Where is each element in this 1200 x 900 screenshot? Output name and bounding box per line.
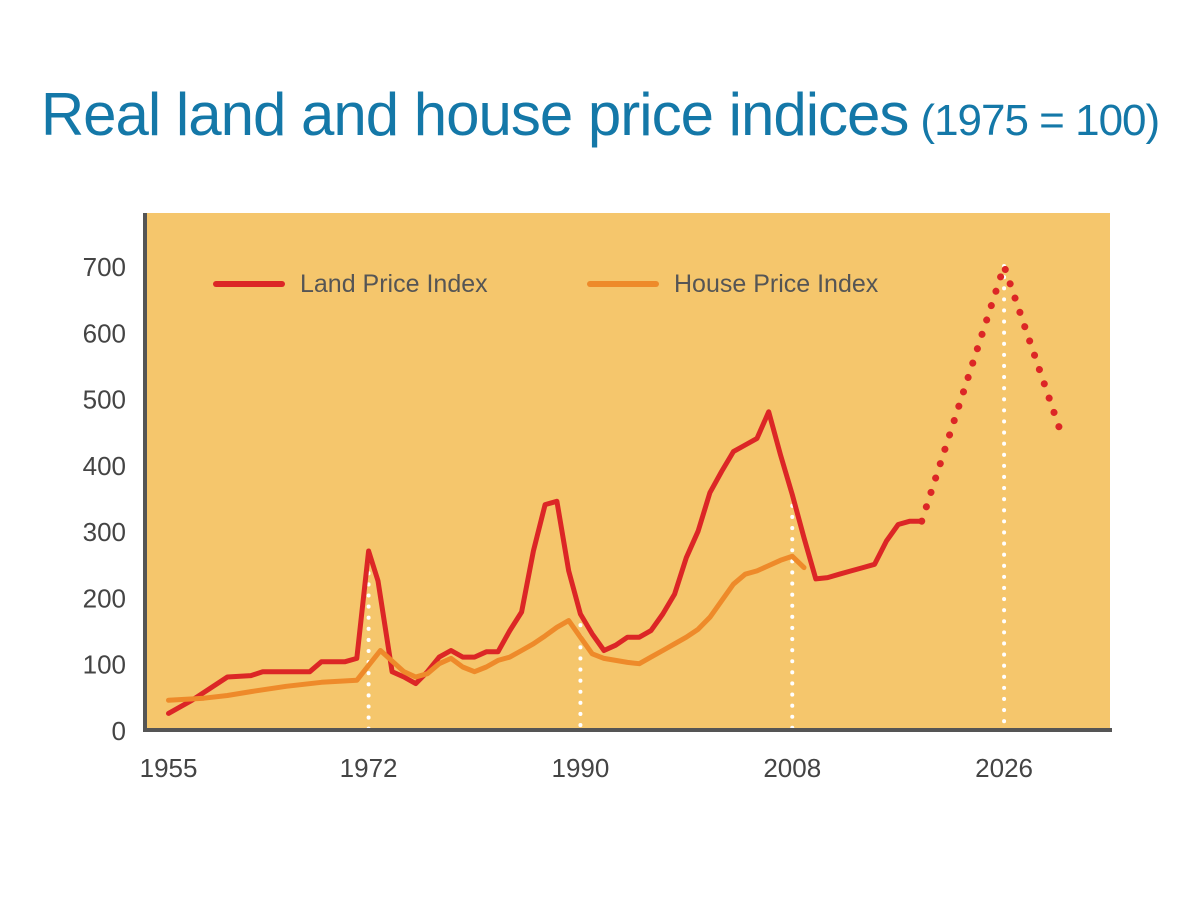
chart-title-subtitle: (1975 = 100) xyxy=(920,96,1160,145)
year-marker-lines xyxy=(366,264,1007,732)
series-lines xyxy=(166,262,1067,716)
y-tick-label: 500 xyxy=(83,385,126,415)
legend-land-label: Land Price Index xyxy=(300,270,488,298)
legend-house-label: House Price Index xyxy=(674,270,879,298)
y-axis-ticks: 0 100 200 300 400 500 600 700 xyxy=(83,252,126,746)
legend: Land Price Index House Price Index xyxy=(213,270,879,298)
y-tick-label: 600 xyxy=(83,318,126,348)
x-tick-label: 2008 xyxy=(763,753,821,783)
series-line-house xyxy=(166,553,807,703)
y-tick-label: 0 xyxy=(112,716,126,746)
x-tick-label: 1955 xyxy=(140,753,198,783)
y-tick-label: 700 xyxy=(83,252,126,282)
y-tick-label: 300 xyxy=(83,517,126,547)
chart-title-main: Real land and house price indices xyxy=(40,81,910,148)
series-line-land-projection xyxy=(918,262,1067,525)
y-tick-label: 400 xyxy=(83,451,126,481)
series-line-land xyxy=(166,409,925,716)
chart-title: Real land and house price indices (1975 =… xyxy=(0,80,1200,149)
x-tick-label: 1990 xyxy=(552,753,610,783)
x-tick-label: 2026 xyxy=(975,753,1033,783)
y-tick-label: 200 xyxy=(83,583,126,613)
x-axis-ticks: 1955 1972 1990 2008 2026 xyxy=(140,753,1033,783)
x-tick-label: 1972 xyxy=(340,753,398,783)
y-tick-label: 100 xyxy=(83,650,126,680)
plot-background xyxy=(145,213,1110,730)
